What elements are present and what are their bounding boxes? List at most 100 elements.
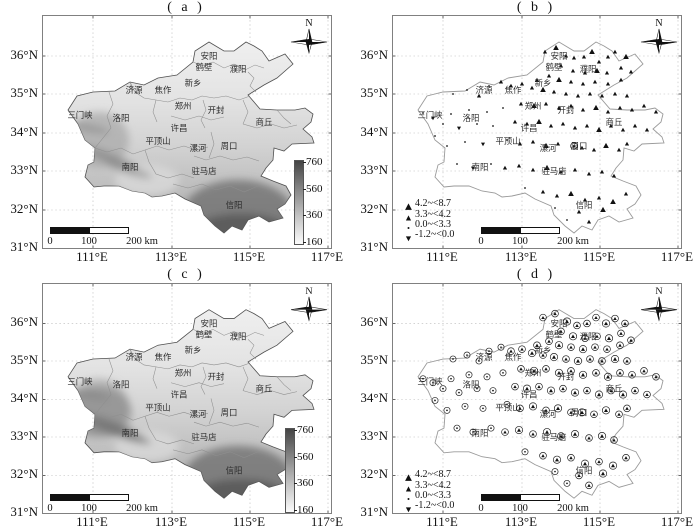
lat-axis-label: 33°N (360, 427, 388, 443)
lon-axis-label: 117°E (660, 249, 694, 264)
station-marker (466, 89, 468, 91)
panel-c-title: ( c ) (167, 267, 205, 282)
scale-bar-label-0: 0 (478, 503, 484, 514)
station-marker (508, 83, 514, 88)
station-marker (499, 369, 507, 377)
station-marker (623, 53, 629, 59)
station-marker (546, 386, 556, 395)
station-marker (487, 424, 495, 432)
lon-axis-label: 111°E (426, 514, 458, 528)
legend-label: 3.3~<4.2 (415, 479, 452, 491)
lat-axis-label: 31°N (360, 239, 388, 254)
city-label: 焦作 (505, 85, 522, 95)
station-marker (586, 355, 594, 363)
city-label: 新乡 (535, 78, 552, 88)
station-marker (596, 126, 602, 132)
scale-bar-label-0: 0 (478, 236, 484, 247)
city-label: 洛阳 (463, 380, 480, 390)
station-marker (551, 309, 559, 318)
station-marker (567, 343, 575, 351)
triangle-up-large-icon (402, 470, 415, 482)
city-label: 焦作 (155, 352, 172, 362)
triangle-up-large-icon (402, 199, 415, 211)
station-marker (598, 469, 608, 478)
colorbar-tick-label: 160 (297, 504, 314, 516)
station-marker (516, 163, 522, 168)
station-marker (502, 165, 508, 170)
colorbar-tick (294, 483, 297, 485)
station-marker (623, 191, 629, 196)
scale-bar: 0 100 200 km (47, 227, 158, 249)
station-marker (431, 397, 439, 404)
elevation-colorbar (294, 160, 304, 245)
lat-axis-label: 35°N (10, 85, 38, 100)
station-marker (566, 219, 568, 221)
legend-label: 0.0~<3.3 (415, 218, 452, 230)
station-marker (591, 147, 597, 152)
station-marker (475, 357, 483, 365)
lat-axis-label: 33°N (360, 162, 388, 177)
lon-axis-label: 115°E (232, 514, 266, 528)
station-marker (610, 198, 616, 204)
station-marker (533, 341, 541, 349)
city-label: 信阳 (226, 466, 243, 476)
station-marker (455, 389, 463, 396)
station-marker (551, 89, 557, 94)
city-label: 三门峡 (67, 377, 93, 387)
scale-bar-white-segment (89, 227, 129, 234)
legend-label: -1.2~<0.0 (415, 229, 455, 241)
city-label: 平顶山 (495, 402, 520, 412)
colorbar-tick-label: 360 (306, 209, 323, 222)
station-marker (517, 365, 525, 373)
triangle-up-small-icon (402, 481, 415, 492)
station-marker (570, 388, 580, 397)
station-marker (570, 430, 580, 439)
graticule-grid (393, 284, 681, 513)
colorbar-tick-label: 560 (306, 182, 323, 195)
station-marker (486, 111, 488, 113)
lat-axis-label: 33°N (10, 427, 38, 443)
station-marker (449, 355, 457, 363)
city-label: 驻马店 (191, 166, 216, 176)
station-marker (596, 195, 602, 200)
station-marker (554, 207, 556, 209)
station-marker (601, 406, 611, 415)
city-label: 新乡 (185, 345, 202, 355)
station-marker (592, 313, 600, 322)
city-label: 平顶山 (145, 402, 170, 412)
city-label: 开封 (208, 372, 225, 382)
north-arrow-label: N (655, 18, 662, 29)
city-label: 驻马店 (541, 432, 566, 442)
triangle-down-icon (402, 501, 415, 513)
station-marker (497, 343, 505, 351)
station-marker (430, 116, 436, 121)
station-marker (548, 123, 554, 128)
city-label: 三门峡 (417, 377, 443, 387)
station-marker (439, 385, 447, 393)
station-marker (580, 459, 590, 468)
station-marker (618, 390, 628, 399)
station-marker (551, 468, 559, 475)
elevation-colorbar (285, 428, 295, 513)
station-marker (616, 369, 624, 377)
axis-ticks (43, 16, 331, 248)
city-label: 南阳 (122, 162, 139, 172)
scale-bar-black-segment (481, 494, 521, 501)
scale-bar: 0 100 200 km (478, 494, 589, 516)
city-label: 商丘 (256, 384, 273, 394)
city-label: 信阳 (226, 200, 243, 210)
station-marker (511, 382, 519, 391)
lon-axis-label: 115°E (582, 249, 616, 264)
station-marker (524, 121, 530, 126)
station-marker (512, 119, 518, 124)
city-label: 洛阳 (113, 113, 130, 123)
station-marker (559, 384, 567, 393)
dot-icon (402, 491, 415, 501)
lon-axis-label: 111°E (426, 249, 458, 264)
lon-axis-label: 113°E (154, 249, 188, 264)
scale-bar-label-0: 0 (47, 503, 53, 514)
city-label: 开封 (208, 105, 225, 115)
city-label: 郑州 (525, 368, 542, 378)
station-marker (507, 347, 515, 355)
station-marker (543, 142, 549, 148)
